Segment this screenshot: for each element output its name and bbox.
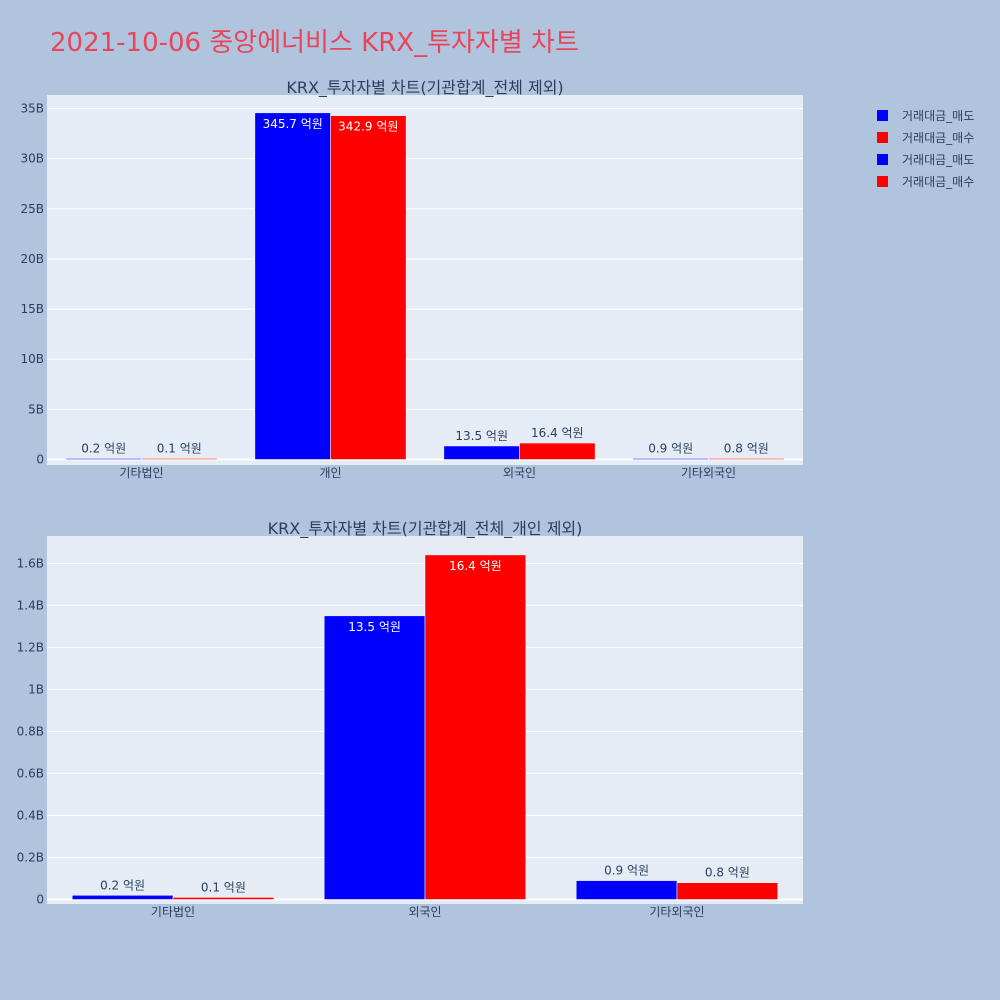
x-tick-label: 외국인 xyxy=(408,905,441,919)
bar-label: 16.4 억원 xyxy=(449,559,502,573)
subplot-title: KRX_투자자별 차트(기관합계_전체_개인 제외) xyxy=(268,519,583,539)
bar xyxy=(632,458,709,460)
bar-label: 0.1 억원 xyxy=(157,442,202,456)
bar xyxy=(676,882,779,900)
legend-label: 거래대금_매도 xyxy=(902,109,974,123)
legend-swatch xyxy=(877,176,888,187)
x-tick-label: 외국인 xyxy=(503,466,536,480)
bar xyxy=(575,880,678,900)
bar-label: 345.7 억원 xyxy=(263,117,323,131)
bar-label: 0.8 억원 xyxy=(705,866,750,880)
x-tick-label: 기타법인 xyxy=(151,905,195,919)
legend-swatch xyxy=(877,110,888,121)
y-tick-label: 1.2B xyxy=(17,640,44,654)
y-tick-label: 0 xyxy=(36,893,44,907)
subplot-2: 0 0.2B 0.4B 0.6B 0.8B 1B 1.2B 1.4B 1.6B KRX_투자자별 … xyxy=(17,519,803,919)
bar xyxy=(443,445,520,460)
bar-label: 13.5 억원 xyxy=(455,429,508,443)
y-tick-label: 25B xyxy=(20,202,44,216)
plot-area xyxy=(47,95,803,465)
y-tick-label: 0.4B xyxy=(17,808,44,822)
legend-label: 거래대금_매도 xyxy=(902,153,974,167)
legend-swatch xyxy=(877,154,888,165)
page-title: 2021-10-06 중앙에너비스 KRX_투자자별 차트 xyxy=(50,28,579,58)
y-tick-label: 20B xyxy=(20,252,44,266)
bar xyxy=(323,615,426,900)
y-tick-label: 15B xyxy=(20,302,44,316)
y-tick-label: 0 xyxy=(36,453,44,467)
bar-label: 0.8 억원 xyxy=(724,442,769,456)
bar xyxy=(330,115,407,460)
x-tick-label: 기타법인 xyxy=(119,466,163,480)
y-tick-label: 1.6B xyxy=(17,556,44,570)
y-tick-label: 1B xyxy=(28,682,44,696)
bar-label: 13.5 억원 xyxy=(348,620,401,634)
bar xyxy=(519,442,596,460)
x-tick-label: 기타외국인 xyxy=(681,466,736,480)
legend-label: 거래대금_매수 xyxy=(902,175,974,189)
y-tick-label: 30B xyxy=(20,152,44,166)
bar-label: 16.4 억원 xyxy=(531,426,584,440)
bar-label: 342.9 억원 xyxy=(338,120,398,134)
x-tick-label: 개인 xyxy=(319,466,341,480)
bar xyxy=(141,458,218,460)
y-tick-label: 1.4B xyxy=(17,598,44,612)
y-tick-label: 0.2B xyxy=(17,850,44,864)
legend-swatch xyxy=(877,132,888,143)
y-tick-label: 10B xyxy=(20,352,44,366)
legend-label: 거래대금_매수 xyxy=(902,131,974,145)
bar xyxy=(65,458,142,460)
y-tick-label: 0.6B xyxy=(17,766,44,780)
x-tick-label: 기타외국인 xyxy=(649,905,704,919)
bar-label: 0.2 억원 xyxy=(100,878,145,892)
bar xyxy=(71,895,174,900)
subplot-1: 0 5B 10B 15B 20B 25B 30B 35B KRX_투자자별 차트(기관합계_전체… xyxy=(20,78,803,480)
bar xyxy=(424,554,527,900)
bar xyxy=(254,112,331,460)
subplot-title: KRX_투자자별 차트(기관합계_전체 제외) xyxy=(286,78,563,98)
bar xyxy=(708,458,785,460)
y-tick-label: 35B xyxy=(20,102,44,116)
bar-label: 0.1 억원 xyxy=(201,880,246,894)
bar-label: 0.9 억원 xyxy=(648,442,693,456)
bar-label: 0.2 억원 xyxy=(81,442,126,456)
bar xyxy=(172,897,275,900)
bar-label: 0.9 억원 xyxy=(604,864,649,878)
y-tick-label: 5B xyxy=(28,402,44,416)
y-tick-label: 0.8B xyxy=(17,724,44,738)
